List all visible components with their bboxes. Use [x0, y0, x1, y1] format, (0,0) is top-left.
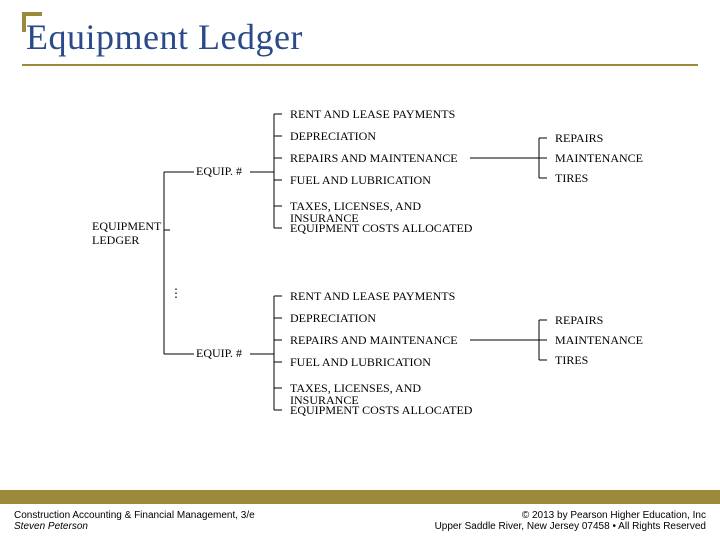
tree-item: REPAIRS AND MAINTENANCE [290, 152, 458, 165]
corner-accent [22, 12, 42, 32]
footer-bar [0, 490, 720, 504]
tree-item: EQUIPMENT COSTS ALLOCATED [290, 404, 472, 417]
slide-footer: Construction Accounting & Financial Mana… [0, 490, 720, 540]
footer-book: Construction Accounting & Financial Mana… [14, 510, 255, 521]
tree-subitem: TIRES [555, 354, 588, 367]
tree-ellipsis: ⋮ [170, 287, 182, 300]
footer-address: Upper Saddle River, New Jersey 07458 • A… [435, 521, 706, 532]
tree-branch-label: EQUIP. # [196, 347, 242, 360]
footer-author: Steven Peterson [14, 521, 255, 532]
tree-subitem: REPAIRS [555, 314, 603, 327]
tree-item: RENT AND LEASE PAYMENTS [290, 108, 455, 121]
tree-diagram: EQUIPMENTLEDGER ⋮ EQUIP. # RENT AND LEASE P… [0, 90, 720, 460]
tree-item: EQUIPMENT COSTS ALLOCATED [290, 222, 472, 235]
footer-copyright: © 2013 by Pearson Higher Education, Inc [435, 510, 706, 521]
tree-branch-label: EQUIP. # [196, 165, 242, 178]
slide-title: Equipment Ledger [26, 16, 303, 58]
tree-subitem: REPAIRS [555, 132, 603, 145]
tree-root: LEDGER [92, 234, 139, 247]
tree-root: EQUIPMENT [92, 220, 161, 233]
tree-subitem: MAINTENANCE [555, 152, 643, 165]
title-underline [22, 64, 698, 66]
slide-title-block: Equipment Ledger [26, 16, 303, 58]
tree-item: DEPRECIATION [290, 130, 376, 143]
tree-item: DEPRECIATION [290, 312, 376, 325]
tree-subitem: TIRES [555, 172, 588, 185]
tree-subitem: MAINTENANCE [555, 334, 643, 347]
tree-item: FUEL AND LUBRICATION [290, 356, 431, 369]
tree-item: RENT AND LEASE PAYMENTS [290, 290, 455, 303]
tree-item: FUEL AND LUBRICATION [290, 174, 431, 187]
tree-item: REPAIRS AND MAINTENANCE [290, 334, 458, 347]
